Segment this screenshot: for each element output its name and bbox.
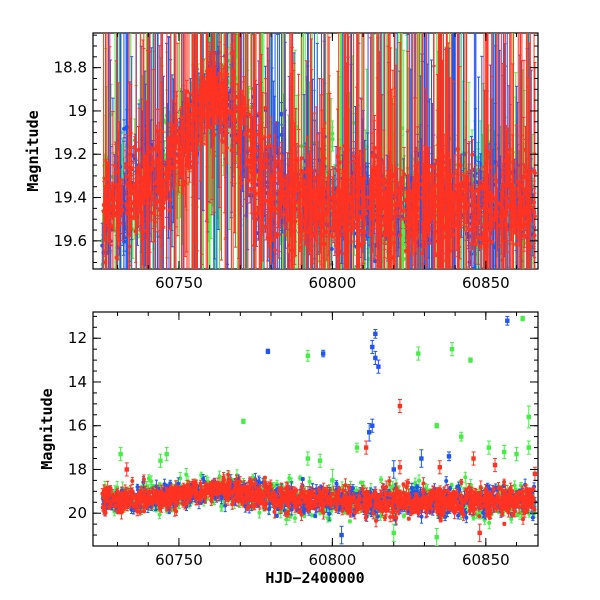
data-point	[249, 29, 253, 33]
data-point	[401, 257, 406, 262]
data-point	[382, 270, 386, 274]
top-data-marks	[100, 27, 537, 288]
data-point	[210, 27, 214, 31]
data-point	[401, 242, 406, 247]
data-point	[373, 259, 378, 264]
data-point	[115, 272, 119, 276]
data-point	[436, 284, 440, 288]
data-point	[420, 268, 422, 269]
data-point	[329, 246, 334, 251]
data-point	[299, 144, 304, 149]
top-plot-frame	[92, 32, 539, 270]
